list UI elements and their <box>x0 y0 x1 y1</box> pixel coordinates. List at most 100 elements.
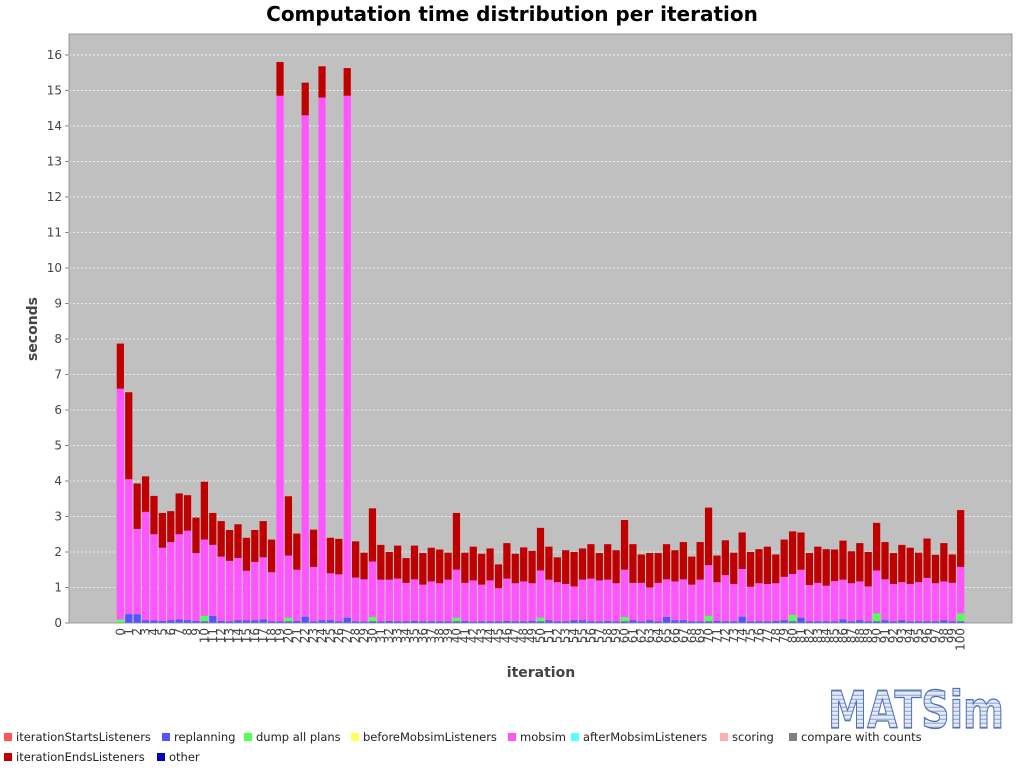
bar-iteration-70 <box>704 507 713 623</box>
bar-segment-mobsim <box>620 569 629 617</box>
bar-segment-mobsim <box>276 95 284 622</box>
bar-segment-iteration-ends-listeners <box>150 495 158 535</box>
bar-segment-mobsim <box>377 579 385 622</box>
y-tick-label: 14 <box>47 119 62 133</box>
bar-segment-replanning <box>654 621 662 623</box>
legend-swatch <box>571 733 579 741</box>
x-tick-label: 82 <box>802 628 816 643</box>
x-axis: 0123456789101112131415161718192021222324… <box>113 628 967 651</box>
bar-segment-iteration-ends-listeners <box>167 511 175 543</box>
bar-iteration-32 <box>385 551 393 623</box>
bar-segment-mobsim <box>721 575 729 622</box>
bar-iteration-8 <box>183 495 192 623</box>
bar-segment-mobsim <box>158 547 166 621</box>
x-tick-label: 56 <box>584 628 598 643</box>
bar-iteration-49 <box>528 550 536 623</box>
bar-segment-replanning <box>688 621 696 623</box>
x-tick-label: 78 <box>769 628 783 643</box>
bar-iteration-34 <box>402 558 410 623</box>
bar-segment-mobsim <box>730 583 738 622</box>
bar-segment-mobsim <box>461 582 469 621</box>
bar-segment-iteration-ends-listeners <box>461 552 469 583</box>
bar-segment-replanning <box>284 621 293 623</box>
bar-segment-replanning <box>276 621 284 623</box>
x-tick-label: 62 <box>634 628 648 643</box>
x-tick-label: 71 <box>710 628 724 643</box>
x-tick-label: 59 <box>609 628 623 643</box>
x-tick-label: 53 <box>559 628 573 643</box>
bar-iteration-6 <box>167 511 175 623</box>
x-tick-label: 24 <box>315 628 329 643</box>
bar-segment-iteration-ends-listeners <box>696 542 704 580</box>
x-tick-label: 38 <box>433 628 447 643</box>
bar-segment-mobsim <box>352 577 360 622</box>
bar-segment-iteration-ends-listeners <box>284 496 293 556</box>
x-tick-label: 47 <box>508 628 522 643</box>
legend-label: replanning <box>174 730 236 744</box>
legend-item-iteration-ends-listeners: iterationEndsListeners <box>4 750 145 764</box>
bar-segment-iteration-ends-listeners <box>545 546 553 580</box>
x-tick-label: 74 <box>735 628 749 643</box>
bar-iteration-82 <box>805 553 814 623</box>
bar-segment-replanning <box>620 621 629 623</box>
bar-iteration-37 <box>427 547 435 623</box>
bar-segment-replanning <box>410 620 419 623</box>
bar-segment-iteration-ends-listeners <box>335 538 343 575</box>
bar-segment-replanning <box>385 620 393 623</box>
bar-segment-iteration-ends-listeners <box>881 542 889 580</box>
bar-segment-mobsim <box>772 583 780 621</box>
x-tick-label: 60 <box>618 628 632 643</box>
bar-iteration-13 <box>225 529 234 623</box>
bar-segment-replanning <box>494 621 503 623</box>
bar-segment-replanning <box>595 621 603 623</box>
bar-segment-mobsim <box>150 534 158 621</box>
bar-segment-mobsim <box>881 579 889 621</box>
legend-item-replanning: replanning <box>162 730 235 744</box>
bar-segment-iteration-ends-listeners <box>730 552 738 584</box>
plot-border <box>68 33 1013 624</box>
x-tick-label: 79 <box>777 628 791 643</box>
x-tick-label: 72 <box>718 628 732 643</box>
bar-segment-iteration-ends-listeners <box>478 553 486 585</box>
bar-iteration-19 <box>276 62 284 623</box>
bar-segment-replanning <box>805 621 814 623</box>
x-tick-label: 66 <box>668 628 682 643</box>
bar-segment-iteration-ends-listeners <box>746 551 755 587</box>
bar-segment-replanning <box>436 621 444 623</box>
bar-segment-iteration-ends-listeners <box>772 554 780 584</box>
bar-iteration-60 <box>620 520 629 623</box>
legend-item-scoring: scoring <box>720 730 774 744</box>
bar-segment-mobsim <box>957 566 965 614</box>
bar-segment-replanning <box>898 620 906 623</box>
bar-iteration-87 <box>847 551 856 623</box>
bar-segment-mobsim <box>822 585 830 622</box>
bar-segment-mobsim <box>242 570 251 621</box>
legend-item-iteration-starts-listeners: iterationStartsListeners <box>4 730 151 744</box>
bar-iteration-88 <box>856 543 864 623</box>
bar-segment-mobsim <box>318 97 326 621</box>
bar-segment-iteration-ends-listeners <box>183 495 192 531</box>
bar-segment-dump-all-plans <box>704 615 713 622</box>
bar-segment-mobsim <box>847 583 856 622</box>
bar-segment-iteration-ends-listeners <box>864 551 872 587</box>
bar-segment-iteration-ends-listeners <box>620 520 629 570</box>
x-tick-label: 10 <box>197 628 211 643</box>
x-tick-label: 61 <box>626 628 640 643</box>
bar-segment-replanning <box>486 621 494 623</box>
bar-iteration-2 <box>133 483 141 623</box>
x-tick-label: 81 <box>794 628 808 643</box>
bar-iteration-16 <box>251 529 259 623</box>
bar-segment-mobsim <box>452 569 461 618</box>
bar-segment-iteration-ends-listeners <box>898 544 906 583</box>
bar-segment-replanning <box>503 620 511 623</box>
x-tick-label: 42 <box>466 628 480 643</box>
bar-segment-iteration-ends-listeners <box>394 545 402 579</box>
bar-iteration-77 <box>763 546 771 623</box>
bar-segment-iteration-ends-listeners <box>520 547 528 582</box>
x-tick-label: 63 <box>643 628 657 643</box>
bar-segment-replanning <box>267 621 276 623</box>
x-tick-label: 30 <box>365 628 379 643</box>
bar-segment-iteration-ends-listeners <box>830 549 839 582</box>
x-tick-label: 64 <box>651 628 665 643</box>
